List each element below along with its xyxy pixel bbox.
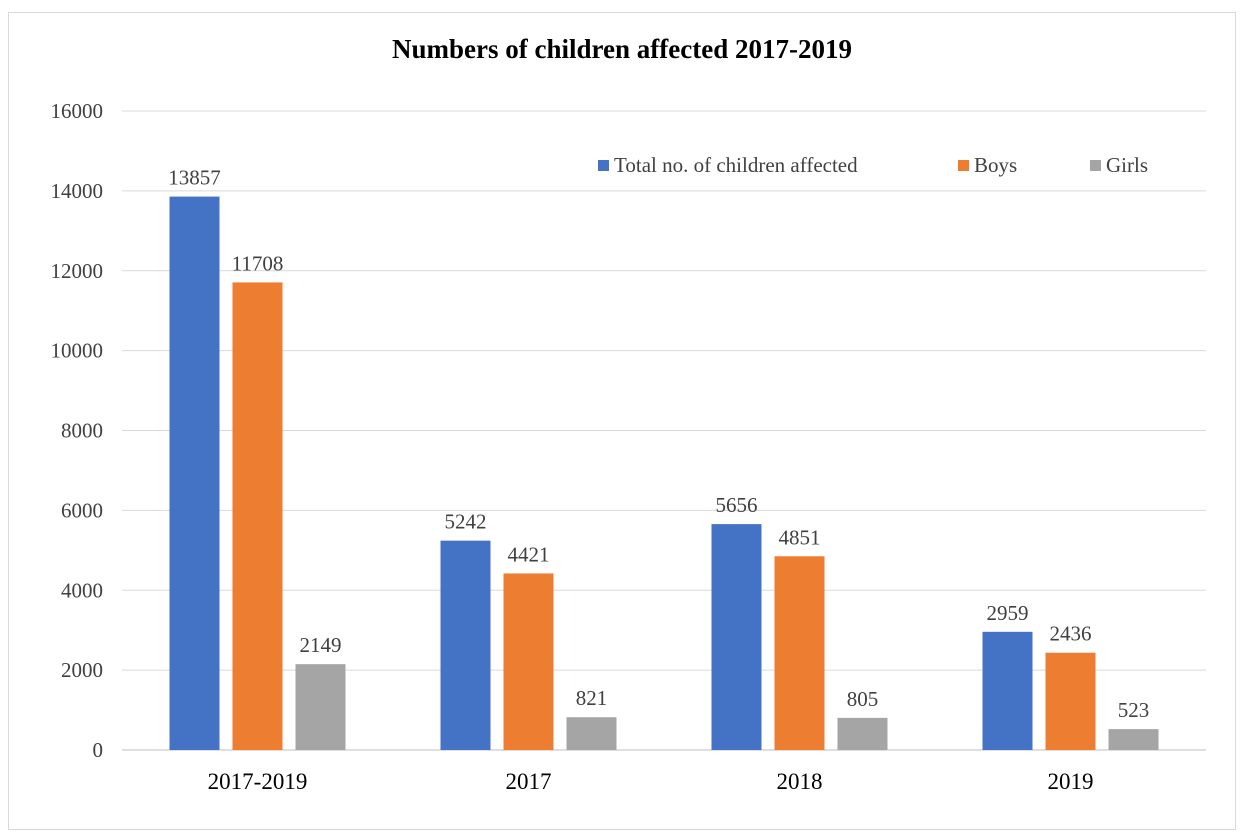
data-label: 11708 (232, 251, 284, 275)
y-tick-label: 14000 (51, 179, 104, 203)
chart-title: Numbers of children affected 2017-2019 (392, 34, 852, 64)
gridlines (122, 110, 1206, 751)
data-label: 2959 (987, 601, 1029, 625)
data-labels: 13857 11708 2149 5242 4421 821 5656 4851 805 2959… (168, 166, 1149, 723)
x-tick-label: 2017 (506, 769, 552, 794)
data-label: 523 (1118, 698, 1150, 722)
y-tick-label: 8000 (61, 419, 103, 443)
data-label: 5242 (445, 510, 487, 534)
legend-swatch (1090, 160, 1101, 171)
legend-label: Boys (974, 153, 1017, 177)
x-tick-label: 2018 (777, 769, 823, 794)
bar (566, 717, 617, 750)
data-label: 821 (576, 686, 608, 710)
y-tick-label: 12000 (51, 259, 104, 283)
bar (1108, 729, 1159, 750)
x-tick-label: 2017-2019 (208, 769, 308, 794)
legend-label: Total no. of children affected (614, 153, 858, 177)
bar (440, 540, 491, 750)
x-tick-label: 2019 (1048, 769, 1094, 794)
y-tick-label: 6000 (61, 498, 103, 522)
y-tick-label: 2000 (61, 658, 103, 682)
y-tick-label: 0 (93, 738, 104, 762)
y-axis: 0 2000 4000 6000 8000 10000 12000 14000 16000 (51, 99, 104, 762)
bar (232, 282, 283, 750)
data-label: 13857 (168, 166, 221, 190)
bars (169, 196, 1159, 750)
bar (295, 664, 346, 750)
data-label: 4421 (508, 542, 550, 566)
bar (774, 556, 825, 750)
legend: Total no. of children affected Boys Girls (598, 153, 1148, 177)
bar (982, 631, 1033, 750)
bar (837, 717, 888, 750)
y-tick-label: 4000 (61, 578, 103, 602)
legend-swatch (598, 160, 609, 171)
x-axis: 2017-2019 2017 2018 2019 (208, 769, 1094, 794)
data-label: 2436 (1050, 622, 1092, 646)
y-tick-label: 16000 (51, 99, 104, 123)
legend-label: Girls (1106, 153, 1148, 177)
data-label: 4851 (779, 525, 821, 549)
bar (503, 573, 554, 750)
bar (711, 524, 762, 750)
data-label: 2149 (300, 633, 342, 657)
data-label: 5656 (716, 493, 758, 517)
bar (169, 196, 220, 750)
data-label: 805 (847, 687, 879, 711)
y-tick-label: 10000 (51, 339, 104, 363)
legend-swatch (958, 160, 969, 171)
bar (1045, 652, 1096, 750)
